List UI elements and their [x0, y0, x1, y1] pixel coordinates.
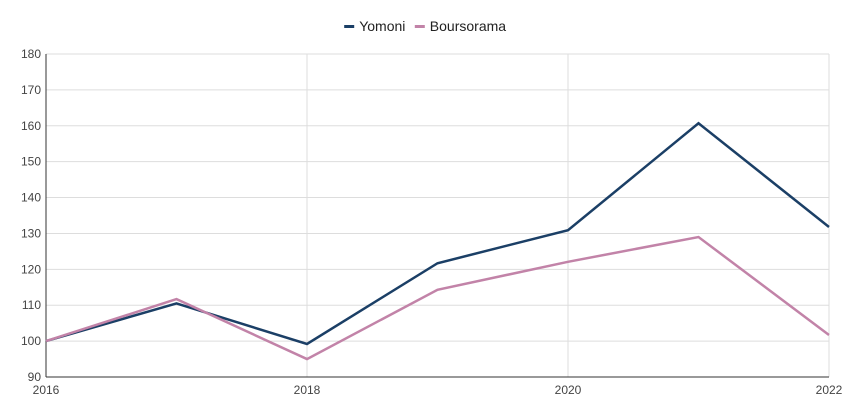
- legend-swatch: [414, 25, 425, 28]
- legend: Yomoni Boursorama: [344, 18, 506, 34]
- y-tick-label: 120: [21, 262, 41, 276]
- y-tick-label: 150: [21, 155, 41, 169]
- series-line-yomoni: [45, 121, 830, 346]
- y-tick-label: 180: [21, 47, 41, 61]
- y-tick-label: 130: [21, 226, 41, 240]
- legend-label: Boursorama: [430, 18, 506, 34]
- legend-swatch: [344, 25, 355, 28]
- x-axis-ticks: 2016 2018 2020 2022: [33, 383, 843, 397]
- y-tick-label: 160: [21, 119, 41, 133]
- y-tick-label: 110: [22, 298, 41, 312]
- series-lines: [45, 121, 830, 361]
- x-tick-label: 2020: [555, 383, 582, 397]
- legend-item-boursorama: Boursorama: [414, 18, 506, 34]
- axes: [45, 54, 829, 378]
- x-tick-label: 2018: [294, 383, 321, 397]
- y-tick-label: 140: [21, 191, 41, 205]
- x-tick-label: 2016: [33, 383, 60, 397]
- y-tick-label: 100: [21, 334, 41, 348]
- y-tick-label: 90: [28, 370, 42, 384]
- legend-item-yomoni: Yomoni: [344, 18, 405, 34]
- gridlines: [45, 53, 830, 378]
- legend-label: Yomoni: [359, 18, 405, 34]
- y-tick-label: 170: [21, 83, 41, 97]
- series-line-boursorama: [45, 235, 830, 361]
- x-tick-label: 2022: [816, 383, 843, 397]
- y-axis-ticks: 90 100 110 120 130 140 150 160 170 180: [21, 47, 41, 384]
